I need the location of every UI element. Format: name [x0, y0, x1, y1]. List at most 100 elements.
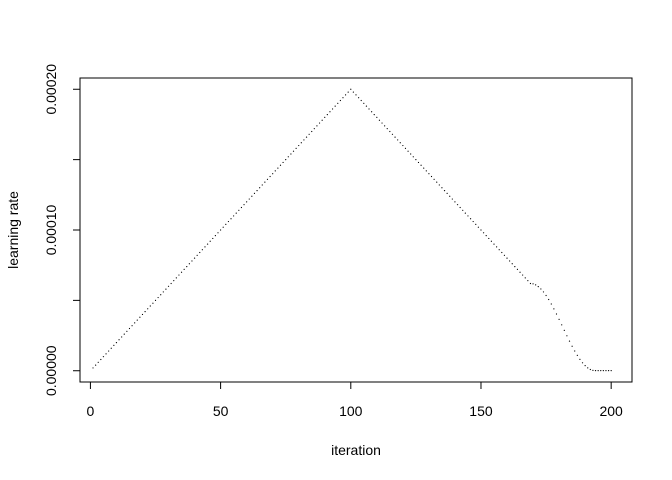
data-point: [113, 344, 115, 347]
data-point: [337, 102, 339, 104]
data-point: [462, 209, 464, 211]
data-point: [292, 150, 295, 152]
data-point: [204, 246, 206, 248]
y-axis-label: learning rate: [5, 191, 21, 269]
data-point: [378, 119, 381, 121]
data-point: [287, 156, 289, 158]
data-point: [532, 283, 534, 285]
data-point: [191, 260, 193, 262]
data-point: [251, 195, 253, 197]
data-point: [212, 237, 214, 240]
data-point: [436, 181, 438, 183]
data-point: [415, 159, 417, 161]
data-point: [477, 226, 479, 228]
data-point: [175, 277, 177, 279]
data-point: [160, 294, 162, 296]
data-point: [459, 206, 461, 209]
data-point: [347, 91, 349, 93]
data-point: [201, 249, 203, 251]
data-point: [579, 358, 581, 360]
data-point: [295, 147, 297, 149]
data-point: [105, 353, 107, 355]
data-point: [594, 370, 597, 372]
data-point: [178, 274, 180, 276]
data-point: [501, 251, 503, 254]
x-tick-label: 50: [213, 403, 229, 419]
data-point: [519, 271, 521, 273]
data-point: [381, 122, 383, 124]
data-point: [407, 150, 409, 152]
x-tick-label: 200: [599, 403, 623, 419]
data-point: [417, 161, 420, 164]
data-point: [261, 184, 263, 186]
data-point: [170, 282, 172, 285]
data-point: [154, 299, 157, 301]
data-point: [571, 345, 573, 347]
data-point: [472, 220, 474, 223]
data-point: [235, 212, 237, 214]
data-point: [256, 189, 258, 192]
data-point: [157, 296, 159, 299]
data-point: [386, 128, 388, 130]
data-point: [394, 136, 396, 138]
data-point: [441, 187, 443, 189]
data-point: [141, 313, 144, 316]
data-point: [358, 97, 360, 99]
data-point: [493, 243, 495, 245]
data-point: [209, 240, 211, 242]
data-point: [274, 170, 276, 172]
data-point: [329, 111, 331, 113]
data-point: [180, 271, 183, 273]
data-point: [443, 189, 446, 192]
data-point: [553, 308, 555, 310]
data-point: [149, 305, 151, 307]
data-point: [173, 280, 175, 282]
data-point: [397, 139, 399, 141]
data-point: [121, 336, 123, 338]
x-tick-label: 0: [87, 403, 95, 419]
data-point: [123, 333, 125, 335]
data-point: [97, 361, 99, 363]
data-point: [428, 173, 430, 175]
data-point: [485, 235, 487, 237]
data-point: [430, 175, 433, 178]
data-point: [420, 164, 422, 166]
data-point: [399, 142, 401, 144]
data-point: [253, 192, 256, 195]
data-point: [290, 153, 292, 155]
data-point: [152, 302, 154, 304]
data-point: [269, 175, 271, 178]
data-point: [537, 285, 539, 288]
data-point: [318, 122, 321, 124]
data-point: [438, 184, 440, 186]
data-point: [389, 130, 391, 133]
data-point: [217, 232, 219, 234]
data-point: [545, 294, 547, 297]
data-point: [266, 178, 269, 180]
data-point: [490, 240, 492, 242]
data-point: [581, 362, 584, 364]
data-point: [506, 257, 508, 259]
data-point: [206, 243, 209, 245]
data-point: [350, 88, 352, 90]
data-point: [482, 232, 485, 234]
data-point: [574, 350, 576, 352]
data-point: [264, 181, 266, 183]
data-point: [566, 335, 568, 337]
data-point: [144, 311, 146, 313]
data-point: [498, 249, 500, 251]
data-point: [568, 340, 571, 342]
data-point: [368, 108, 370, 110]
data-point: [449, 195, 451, 197]
data-point: [139, 316, 141, 318]
data-point: [326, 113, 328, 116]
data-point: [334, 105, 336, 107]
data-point: [597, 370, 599, 372]
data-point: [298, 144, 300, 147]
data-point: [305, 136, 308, 138]
data-point: [324, 116, 326, 119]
y-tick-label: 0.00000: [43, 345, 59, 396]
data-point: [410, 153, 412, 155]
data-point: [128, 327, 131, 330]
